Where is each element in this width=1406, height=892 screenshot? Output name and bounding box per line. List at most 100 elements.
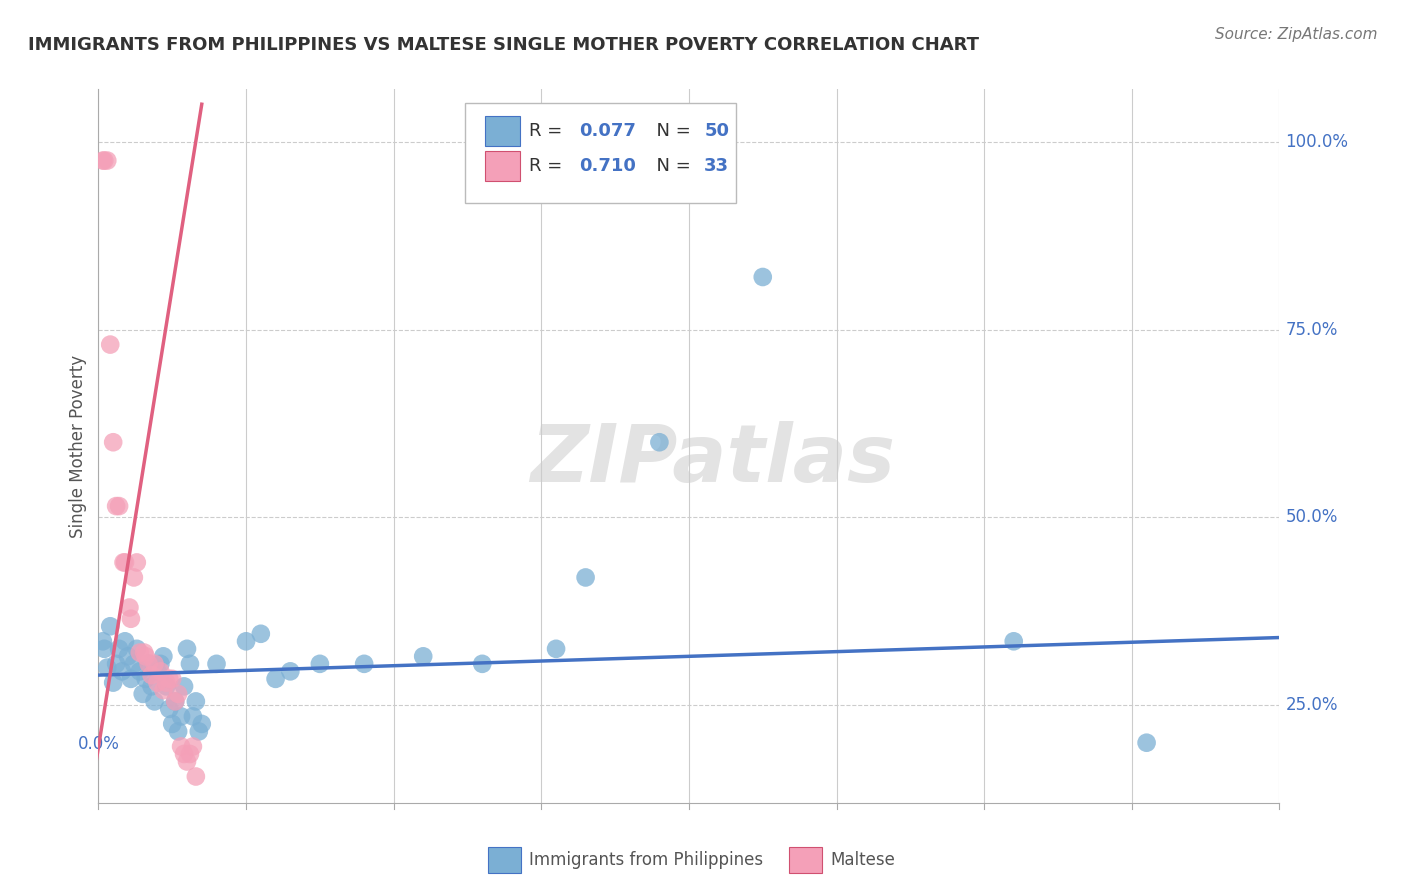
Point xyxy=(108,641,131,656)
Point xyxy=(141,679,163,693)
Point xyxy=(471,657,494,671)
Point xyxy=(96,660,118,674)
Point xyxy=(544,641,567,656)
Point xyxy=(162,672,183,686)
Point xyxy=(149,665,172,679)
Point xyxy=(141,668,163,682)
Point xyxy=(91,634,114,648)
Text: R =: R = xyxy=(530,121,568,139)
Point xyxy=(103,675,125,690)
Point xyxy=(412,649,434,664)
Bar xyxy=(488,847,522,872)
Point xyxy=(112,556,135,570)
Point xyxy=(120,672,142,686)
Point xyxy=(146,665,169,679)
Text: 25.0%: 25.0% xyxy=(1285,696,1339,714)
Point xyxy=(134,646,156,660)
Point xyxy=(155,679,177,693)
Point xyxy=(103,435,125,450)
Point xyxy=(120,612,142,626)
Point xyxy=(179,747,201,761)
Point xyxy=(309,657,332,671)
Point xyxy=(122,570,145,584)
Point xyxy=(187,724,209,739)
Text: 0.710: 0.710 xyxy=(579,157,636,175)
Point xyxy=(111,665,134,679)
Point xyxy=(138,657,160,671)
Point xyxy=(152,683,174,698)
Text: IMMIGRANTS FROM PHILIPPINES VS MALTESE SINGLE MOTHER POVERTY CORRELATION CHART: IMMIGRANTS FROM PHILIPPINES VS MALTESE S… xyxy=(28,36,979,54)
Point xyxy=(122,657,145,671)
Point xyxy=(250,627,273,641)
Point xyxy=(162,717,183,731)
Point xyxy=(93,641,115,656)
Text: Immigrants from Philippines: Immigrants from Philippines xyxy=(530,851,763,869)
Point xyxy=(105,499,128,513)
Point xyxy=(264,672,287,686)
Point xyxy=(179,657,201,671)
Bar xyxy=(485,151,520,180)
Text: Maltese: Maltese xyxy=(831,851,896,869)
Point xyxy=(235,634,257,648)
Point xyxy=(125,641,148,656)
Point xyxy=(205,657,228,671)
Point xyxy=(114,634,136,648)
Text: Source: ZipAtlas.com: Source: ZipAtlas.com xyxy=(1215,27,1378,42)
Point xyxy=(648,435,671,450)
Point xyxy=(574,570,596,584)
Point xyxy=(353,657,375,671)
Point xyxy=(91,153,114,168)
Point xyxy=(128,665,150,679)
Point xyxy=(191,717,214,731)
Point xyxy=(98,337,121,351)
Point xyxy=(155,675,177,690)
Point xyxy=(143,657,166,671)
Point xyxy=(157,672,180,686)
Point xyxy=(135,649,157,664)
Point xyxy=(165,694,187,708)
Point xyxy=(135,672,157,686)
Text: 100.0%: 100.0% xyxy=(1285,133,1348,151)
Point xyxy=(181,739,204,754)
Point xyxy=(181,709,204,723)
Point xyxy=(170,739,193,754)
Point xyxy=(176,641,198,656)
Point xyxy=(152,649,174,664)
Text: 0.0%: 0.0% xyxy=(77,735,120,753)
Point xyxy=(146,675,169,690)
Text: R =: R = xyxy=(530,157,568,175)
Point xyxy=(157,702,180,716)
FancyBboxPatch shape xyxy=(464,103,737,203)
Point xyxy=(105,657,128,671)
Point xyxy=(138,657,160,671)
Point xyxy=(98,619,121,633)
Point xyxy=(93,153,115,168)
Point xyxy=(173,747,195,761)
Point xyxy=(128,646,150,660)
Point xyxy=(114,556,136,570)
Bar xyxy=(485,116,520,145)
Point xyxy=(751,270,773,285)
Point xyxy=(184,770,207,784)
Point xyxy=(167,687,190,701)
Point xyxy=(132,687,155,701)
Point xyxy=(1002,634,1025,648)
Text: 50: 50 xyxy=(704,121,730,139)
Point xyxy=(1135,736,1157,750)
Point xyxy=(278,665,302,679)
Text: 33: 33 xyxy=(704,157,730,175)
Point xyxy=(117,649,139,664)
Text: ZIPatlas: ZIPatlas xyxy=(530,421,896,500)
Point xyxy=(143,694,166,708)
Point xyxy=(165,694,187,708)
Text: 50.0%: 50.0% xyxy=(1285,508,1337,526)
Bar xyxy=(789,847,823,872)
Point xyxy=(108,499,131,513)
Y-axis label: Single Mother Poverty: Single Mother Poverty xyxy=(69,354,87,538)
Point xyxy=(125,556,148,570)
Text: 0.077: 0.077 xyxy=(579,121,636,139)
Point xyxy=(184,694,207,708)
Point xyxy=(173,679,195,693)
Text: N =: N = xyxy=(645,121,697,139)
Text: N =: N = xyxy=(645,157,697,175)
